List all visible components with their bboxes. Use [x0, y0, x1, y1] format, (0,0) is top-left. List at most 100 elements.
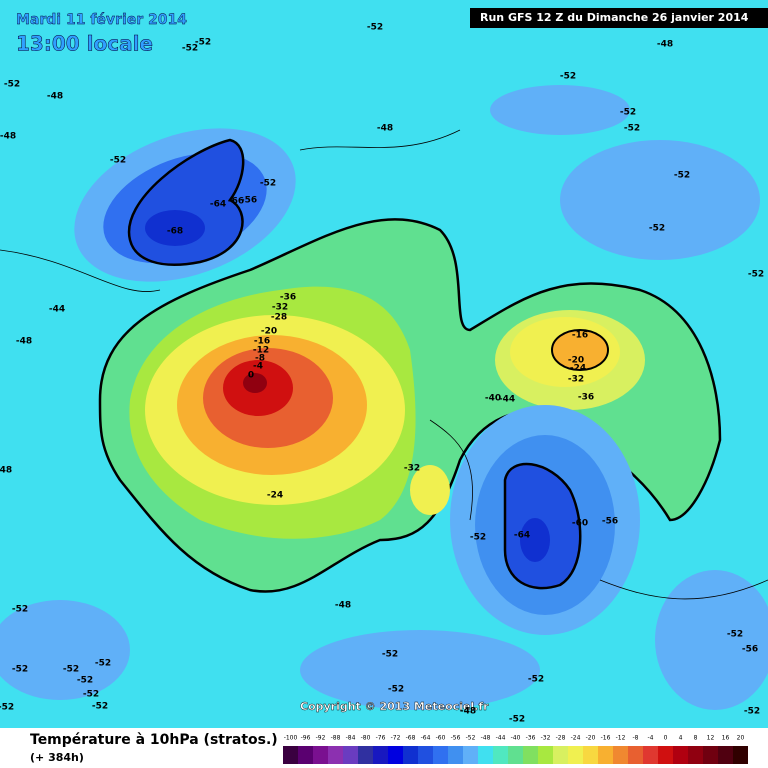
scale-label: -76	[376, 735, 386, 742]
scale-label: -28	[556, 735, 566, 742]
scale-swatch	[658, 746, 673, 764]
cold-patch	[560, 140, 760, 260]
contour-label: -52	[77, 676, 93, 686]
contour-label: 0	[248, 371, 254, 381]
scale-swatch	[583, 746, 598, 764]
scale-swatch	[373, 746, 388, 764]
scale-swatch	[463, 746, 478, 764]
contour-label: -52	[92, 702, 108, 712]
scale-label: -60	[436, 735, 446, 742]
contour-label: -12	[253, 346, 269, 356]
scale-label: 0	[664, 735, 668, 742]
contour-label: -52	[748, 270, 764, 280]
scale-label: -12	[616, 735, 626, 742]
contour-label: -52	[388, 685, 404, 695]
contour-label: -52	[620, 108, 636, 118]
scale-swatch	[343, 746, 358, 764]
contour-label: -52	[528, 675, 544, 685]
scale-label: -44	[496, 735, 506, 742]
contour-label: -48	[460, 707, 476, 717]
scale-label: -92	[316, 735, 326, 742]
warm-region	[243, 373, 267, 393]
scale-swatch	[553, 746, 568, 764]
cold-patch	[300, 630, 540, 710]
scale-swatch	[478, 746, 493, 764]
scale-label: -64	[421, 735, 431, 742]
footer-subtitle: (+ 384h)	[30, 751, 84, 764]
scale-label: -100	[284, 735, 298, 742]
scale-swatch	[448, 746, 463, 764]
contour-label: -36	[578, 393, 594, 403]
scale-label: -16	[601, 735, 611, 742]
scale-swatch	[688, 746, 703, 764]
contour-label: -24	[267, 491, 283, 501]
contour-label: -48	[16, 337, 32, 347]
contour-label: -20	[261, 327, 277, 337]
contour-label: -52	[727, 630, 743, 640]
scale-label: -4	[648, 735, 654, 742]
contour-label: -20	[568, 356, 584, 366]
cold-patch	[0, 600, 130, 700]
scale-label: -80	[361, 735, 371, 742]
contour-label: -64	[210, 200, 226, 210]
scale-label: -40	[511, 735, 521, 742]
contour-label: -52	[182, 44, 198, 54]
date: Mardi 11 février 2014	[16, 12, 187, 28]
contour-label: -52	[367, 23, 383, 33]
time: 13:00 locale	[16, 32, 153, 56]
copyright: Copyright © 2013 Meteociel.fr	[300, 700, 489, 713]
run-banner	[470, 8, 768, 28]
scale-label: -24	[571, 735, 581, 742]
scale-label: -72	[391, 735, 401, 742]
scale-label: -96	[301, 735, 311, 742]
contour-label: -52	[110, 156, 126, 166]
contour-label: -52	[509, 715, 525, 725]
contour-label: -52	[560, 72, 576, 82]
contour-label: -36	[280, 293, 296, 303]
contour-label: -8	[255, 354, 265, 364]
contour-label: -28	[271, 313, 287, 323]
scale-swatch	[643, 746, 658, 764]
contour-label: -52	[95, 659, 111, 669]
scale-swatch	[433, 746, 448, 764]
cold-region	[520, 518, 550, 562]
scale-swatch	[613, 746, 628, 764]
contour-label: -44	[499, 395, 515, 405]
cold-patch	[655, 570, 768, 710]
contour-label: -40	[485, 394, 501, 404]
scale-swatch	[283, 746, 298, 764]
warm-region	[410, 465, 450, 515]
contour-label: -32	[568, 375, 584, 385]
contour-label: -52	[744, 707, 760, 717]
contour-label: -66	[228, 197, 244, 207]
contour-label: -52	[382, 650, 398, 660]
scale-swatch	[313, 746, 328, 764]
contour-label: -48	[47, 92, 63, 102]
scale-label: 4	[679, 735, 683, 742]
contour-label: -56	[241, 196, 257, 206]
scale-swatch	[733, 746, 748, 764]
contour-label: -52	[260, 179, 276, 189]
contour-label: -52	[195, 38, 211, 48]
scale-label: -32	[541, 735, 551, 742]
coastline	[0, 129, 768, 600]
contour-label: -32	[272, 303, 288, 313]
contour-label: -24	[570, 364, 586, 374]
cold-region	[145, 210, 205, 246]
scale-swatch	[598, 746, 613, 764]
footer-title: Température à 10hPa (stratos.)	[30, 732, 278, 748]
scale-swatch	[328, 746, 343, 764]
contour-label: -4	[253, 362, 263, 372]
contour-label: -16	[254, 337, 270, 347]
scale-swatch	[703, 746, 718, 764]
contour-label: -16	[572, 331, 588, 341]
contour-label: -68	[167, 227, 183, 237]
warm-region	[551, 329, 609, 371]
scale-label: -8	[633, 735, 639, 742]
run-info: Run GFS 12 Z du Dimanche 26 janvier 2014	[480, 11, 749, 24]
scale-swatch	[418, 746, 433, 764]
scale-label: 16	[722, 735, 730, 742]
contour-label: -56	[742, 645, 758, 655]
